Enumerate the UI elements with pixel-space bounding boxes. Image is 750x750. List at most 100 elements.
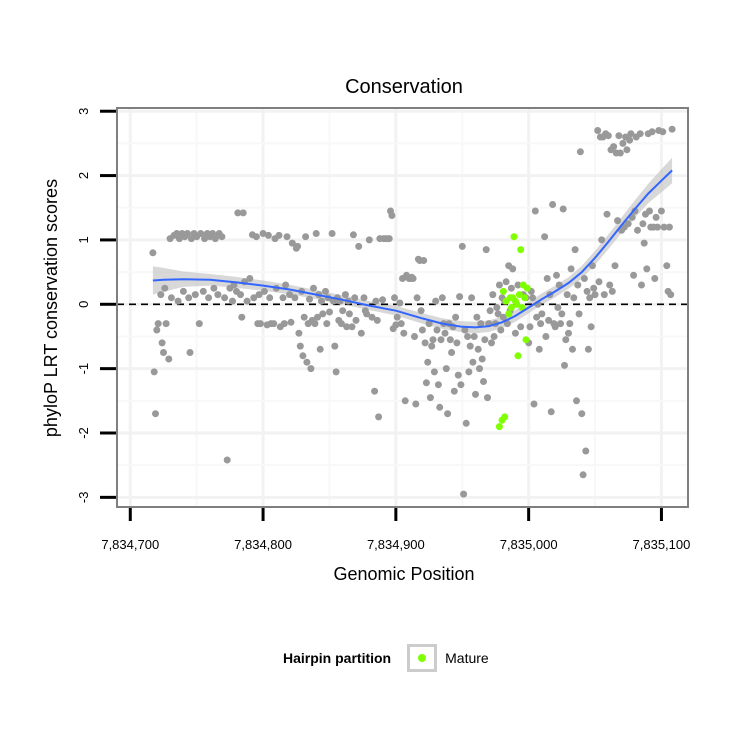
point-other (373, 316, 381, 324)
point-other (570, 294, 578, 302)
point-other (339, 307, 347, 315)
point-other (348, 323, 356, 331)
point-other (595, 278, 603, 286)
point-other (412, 400, 420, 408)
y-tick-label: -1 (76, 363, 91, 375)
point-other (270, 320, 278, 328)
point-other (349, 231, 357, 239)
point-other (210, 284, 218, 292)
point-mature (518, 304, 526, 311)
point-other (434, 381, 442, 389)
point-other (409, 275, 417, 282)
legend-label-mature: Mature (445, 650, 489, 666)
point-other (507, 284, 515, 292)
point-other (545, 316, 553, 324)
point-other (337, 320, 345, 328)
point-other (250, 294, 258, 302)
point-other (466, 342, 474, 350)
point-other (627, 130, 635, 138)
point-other (448, 349, 456, 356)
point-other (591, 291, 599, 299)
point-other (503, 320, 511, 328)
point-other (553, 271, 560, 279)
point-other (565, 329, 572, 337)
point-other (294, 242, 302, 250)
point-other (424, 358, 432, 366)
point-other (636, 130, 644, 138)
point-other (563, 291, 571, 299)
point-other (157, 291, 165, 299)
point-other (287, 318, 295, 326)
point-other (489, 291, 497, 299)
point-other (444, 410, 452, 418)
point-other (401, 397, 409, 405)
point-other (586, 294, 594, 302)
x-tick-label: 7,835,100 (633, 537, 691, 552)
point-other (295, 329, 303, 337)
point-other (579, 471, 587, 479)
point-other (624, 220, 632, 228)
point-mature (505, 310, 513, 318)
point-other (657, 207, 665, 215)
point-other (413, 294, 421, 302)
point-other (526, 323, 534, 331)
point-other (495, 281, 503, 289)
point-other (639, 220, 647, 228)
point-other (425, 320, 433, 328)
point-other (610, 143, 618, 151)
point-other (480, 378, 487, 385)
point-mature (522, 336, 530, 344)
point-other (205, 294, 213, 302)
x-tick-label: 7,834,900 (367, 537, 425, 552)
point-other (566, 320, 574, 328)
point-other (562, 336, 570, 344)
point-other (481, 336, 489, 344)
point-other (509, 265, 517, 273)
data-points (149, 125, 676, 498)
point-other (474, 345, 482, 353)
point-other (646, 207, 653, 215)
point-other (195, 320, 203, 328)
point-other (648, 128, 656, 136)
point-other (594, 127, 602, 134)
point-other (554, 304, 562, 311)
point-other (418, 326, 426, 334)
point-other (314, 313, 321, 321)
point-other (243, 297, 251, 305)
point-mature (510, 233, 518, 241)
point-mature (515, 291, 523, 299)
point-other (363, 310, 371, 318)
point-other (654, 223, 661, 231)
point-other (464, 333, 472, 340)
point-other (186, 349, 194, 356)
point-other (535, 345, 543, 353)
y-tick-label: 0 (76, 301, 91, 308)
point-other (396, 299, 404, 307)
x-tick-label: 7,835,000 (500, 537, 558, 552)
point-other (494, 310, 502, 318)
point-other (239, 209, 247, 217)
point-other (611, 262, 619, 270)
point-other (256, 320, 264, 328)
point-other (478, 355, 486, 363)
point-other (465, 368, 473, 376)
point-other (476, 365, 483, 373)
point-other (490, 333, 498, 340)
point-other (482, 246, 490, 254)
point-other (461, 326, 469, 334)
point-other (185, 294, 193, 302)
smooth-trend-line (152, 169, 673, 329)
point-other (260, 287, 268, 295)
point-other (630, 271, 638, 279)
point-other (575, 310, 583, 318)
point-other (388, 212, 396, 219)
point-other (174, 297, 182, 305)
point-other (158, 339, 166, 347)
point-other (446, 336, 454, 344)
point-other (252, 233, 260, 241)
point-other (165, 355, 173, 363)
point-mature (514, 352, 522, 360)
point-other (454, 371, 462, 379)
point-other (538, 310, 546, 318)
point-other (606, 281, 614, 289)
